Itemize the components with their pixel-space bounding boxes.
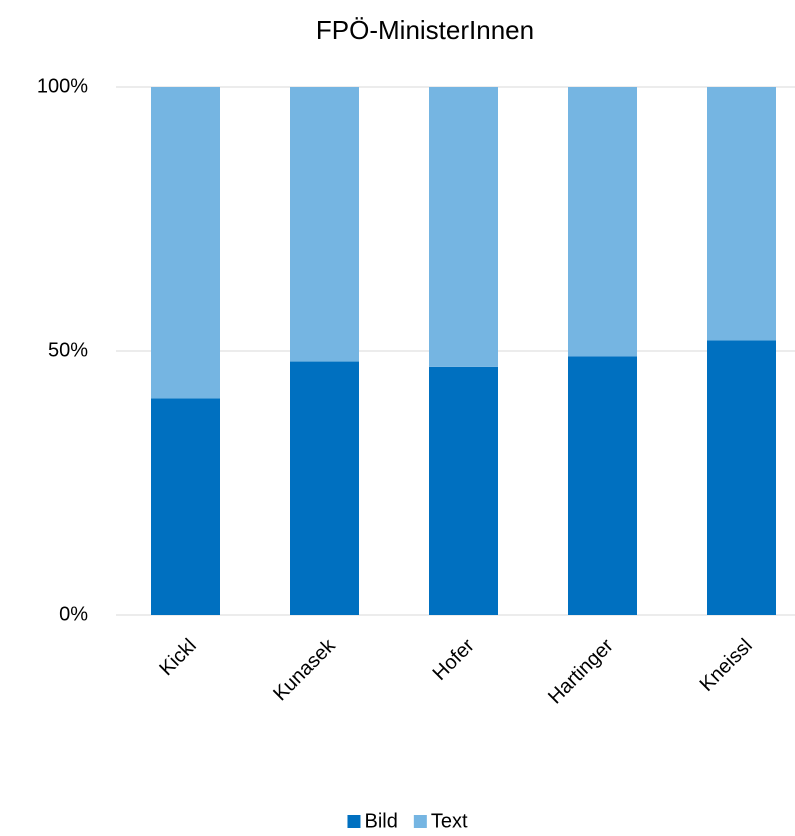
bar-segment	[290, 361, 359, 615]
legend: Bild Text	[347, 810, 468, 832]
x-tick-label: Kickl	[155, 635, 200, 680]
legend-swatch	[347, 815, 361, 828]
x-tick-label: Hartinger	[544, 634, 618, 708]
x-tick-label: Kneissl	[696, 635, 757, 696]
bar-segment	[568, 356, 637, 615]
x-tick-label: Kunasek	[269, 634, 340, 705]
legend-swatch	[413, 815, 427, 828]
bar-segment	[707, 340, 776, 615]
legend-label: Bild	[364, 810, 397, 832]
y-tick-label: 100%	[37, 75, 88, 97]
y-tick-label: 50%	[48, 339, 88, 361]
y-tick-label: 0%	[59, 603, 88, 625]
bar-segment	[429, 87, 498, 367]
bar-segment	[707, 87, 776, 341]
bar-segment	[568, 87, 637, 357]
legend-label: Text	[431, 810, 468, 832]
x-tick-label: Hofer	[429, 634, 479, 684]
bar-segment	[429, 366, 498, 615]
bar-segment	[151, 398, 220, 615]
bar-segment	[290, 87, 359, 362]
chart-title: FPÖ-MinisterInnen	[316, 15, 534, 45]
bar-segment	[151, 87, 220, 399]
